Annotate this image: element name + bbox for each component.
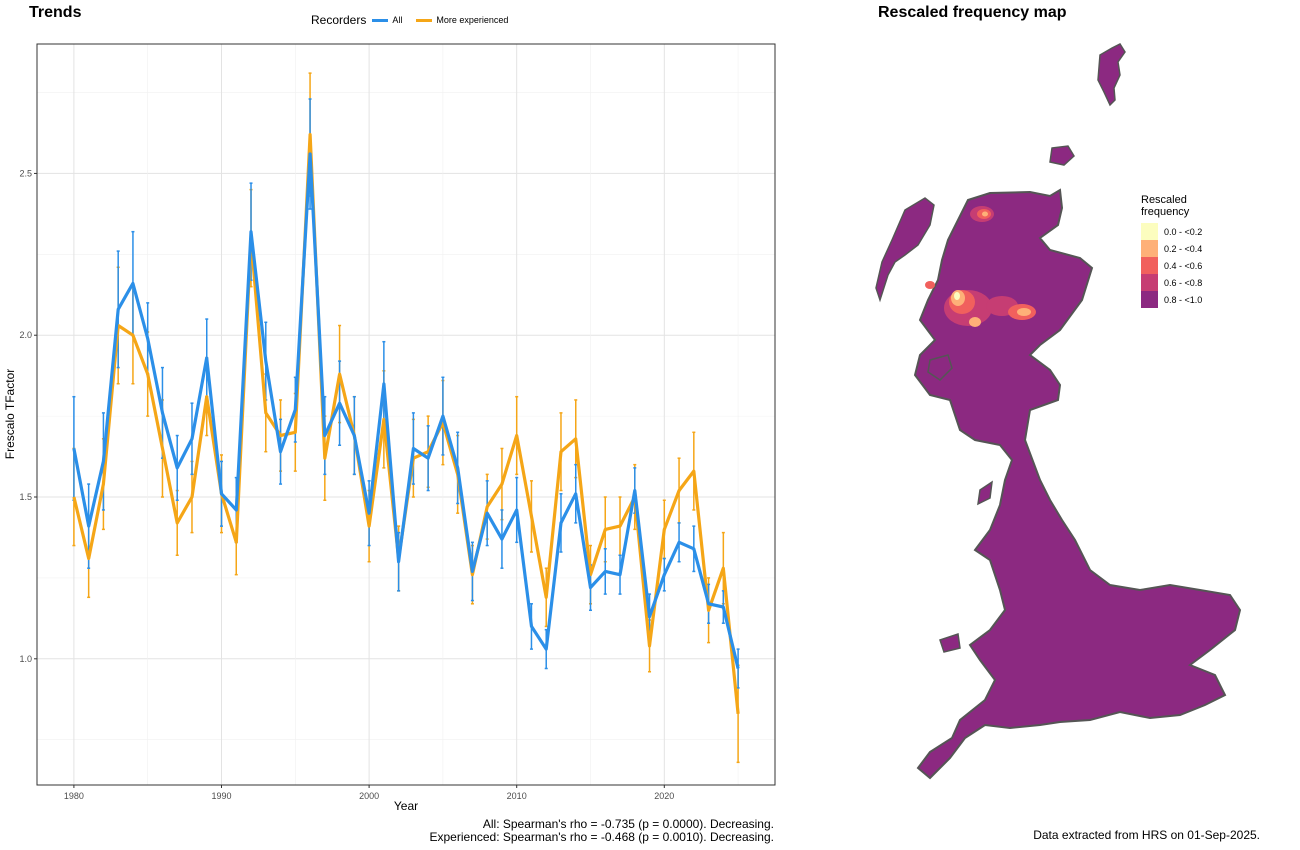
x-tick-label: 2010 (507, 791, 527, 801)
britain-frequency-map (875, 43, 1242, 780)
x-tick-label: 1980 (64, 791, 84, 801)
hotspot-lochaber (969, 317, 981, 327)
y-axis-label: Frescalo TFactor (3, 369, 17, 459)
panel-border (36, 43, 776, 786)
y-tick-label: 2.0 (19, 330, 32, 340)
hotspot-west-highlands-peak (954, 292, 960, 300)
hotspot-northwest-peak (982, 211, 988, 217)
legend-swatch (1141, 257, 1158, 274)
legend-item-label: 0.8 - <1.0 (1164, 294, 1203, 305)
map-legend-title-2: frequency (1141, 206, 1190, 218)
spearman-footnote: All: Spearman's rho = -0.735 (p = 0.0000… (430, 818, 775, 844)
legend-item-label: 0.2 - <0.4 (1164, 243, 1203, 254)
legend-label-experienced: More experienced (436, 15, 509, 25)
map-legend-item: 0.6 - <0.8 (1141, 274, 1202, 291)
map-legend-item: 0.2 - <0.4 (1141, 240, 1202, 257)
series-all (72, 98, 740, 689)
legend-title: Recorders (311, 13, 367, 27)
shetland-island (1097, 43, 1126, 107)
legend-item-label: 0.4 - <0.6 (1164, 260, 1203, 271)
legend-label-all: All (392, 15, 403, 25)
legend-swatch (1141, 223, 1158, 240)
legend-swatch (1141, 240, 1158, 257)
series-layer (72, 72, 740, 764)
mull-island (927, 354, 953, 381)
map-legend-item: 0.0 - <0.2 (1141, 223, 1202, 240)
footnote-all: All: Spearman's rho = -0.735 (p = 0.0000… (482, 817, 774, 831)
anglesey (939, 633, 961, 653)
x-axis-label: Year (394, 799, 418, 813)
legend-swatch (1141, 291, 1158, 308)
series-line-more-experienced (72, 133, 740, 714)
x-tick-label: 2000 (359, 791, 379, 801)
outer-hebrides (875, 197, 935, 303)
map-legend-title-1: Rescaled (1141, 194, 1187, 206)
hotspot-cairngorms-core (1017, 308, 1031, 316)
map-legend: Rescaled frequency 0.0 - <0.2 0.2 - <0.4… (1141, 194, 1202, 308)
series-line-all (72, 152, 740, 669)
legend-item-label: 0.6 - <0.8 (1164, 277, 1203, 288)
footnote-experienced: Experienced: Spearman's rho = -0.468 (p … (429, 830, 775, 844)
trend-chart: 1980 1990 2000 2010 2020 1.0 1.5 2.0 2.5 Year Fr… (3, 43, 776, 813)
legend-key-all (372, 18, 389, 22)
x-tick-label: 2020 (654, 791, 674, 801)
x-tick-label: 1990 (211, 791, 231, 801)
map-title: Rescaled frequency map (878, 4, 1067, 21)
y-tick-label: 1.5 (19, 492, 32, 502)
orkney-island (1049, 145, 1075, 166)
y-tick-label: 1.0 (19, 654, 32, 664)
data-source-footnote: Data extracted from HRS on 01-Sep-2025. (1033, 828, 1260, 842)
legend-swatch (1141, 274, 1158, 291)
trends-legend: Recorders All More experienced (311, 13, 522, 27)
legend-item-label: 0.0 - <0.2 (1164, 226, 1203, 237)
y-tick-label: 2.5 (19, 168, 32, 178)
trends-title: Trends (29, 4, 82, 21)
axes: 1980 1990 2000 2010 2020 1.0 1.5 2.0 2.5 (19, 168, 674, 801)
hotspot-skye (925, 281, 935, 289)
legend-key-experienced (416, 18, 433, 22)
map-legend-item: 0.8 - <1.0 (1141, 291, 1202, 308)
gridlines (37, 44, 775, 785)
isle-of-man (977, 480, 993, 506)
map-legend-item: 0.4 - <0.6 (1141, 257, 1202, 274)
mainland-britain (913, 188, 1242, 780)
